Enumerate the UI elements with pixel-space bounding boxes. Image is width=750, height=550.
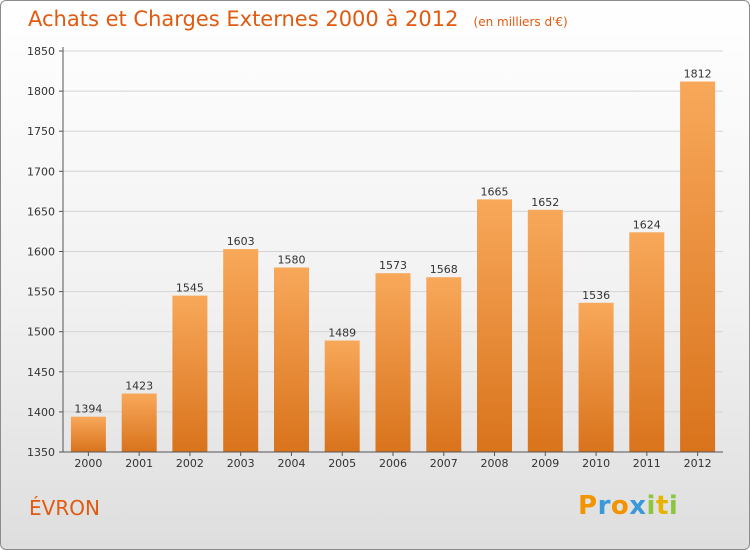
- bar-value-label: 1489: [328, 327, 356, 340]
- logo-letter: i: [646, 491, 656, 521]
- y-tick-label: 1550: [27, 286, 55, 299]
- logo-letter: o: [610, 491, 630, 521]
- x-tick-label: 2010: [582, 457, 610, 470]
- y-tick-label: 1800: [27, 85, 55, 98]
- chart-title: Achats et Charges Externes 2000 à 2012 (…: [28, 7, 568, 31]
- x-tick-label: 2006: [379, 457, 407, 470]
- bar-value-label: 1624: [633, 218, 661, 231]
- bar-value-label: 1665: [481, 185, 509, 198]
- x-tick-label: 2005: [328, 457, 356, 470]
- y-tick-label: 1350: [27, 446, 55, 459]
- bar-value-label: 1812: [684, 68, 712, 81]
- y-tick-label: 1650: [27, 205, 55, 218]
- bar-2007: [426, 277, 462, 452]
- bar-2010: [578, 302, 614, 452]
- bar-2009: [527, 209, 563, 452]
- axes: 1350 1400 1450 1500 1550 1600 1650 1700 1750 1800…: [27, 45, 723, 470]
- x-tick-label: 2001: [125, 457, 153, 470]
- x-tick-label: 2011: [633, 457, 661, 470]
- bar-2006: [375, 273, 411, 452]
- y-tick-label: 1500: [27, 326, 55, 339]
- logo-letter: x: [629, 491, 647, 521]
- x-tick-label: 2008: [481, 457, 509, 470]
- y-tick-label: 1850: [27, 45, 55, 58]
- x-tick-label: 2012: [684, 457, 712, 470]
- bar-value-label: 1423: [125, 380, 153, 393]
- bar-value-label: 1545: [176, 282, 204, 295]
- bar-value-label: 1573: [379, 259, 407, 272]
- bar-value-label: 1394: [74, 403, 102, 416]
- y-tick-label: 1400: [27, 406, 55, 419]
- x-tick-label: 2007: [430, 457, 458, 470]
- bar-2011: [629, 232, 665, 452]
- chart-title-unit: (en milliers d'€): [473, 15, 568, 29]
- chart-title-main: Achats et Charges Externes 2000 à 2012: [28, 7, 459, 31]
- logo-letter: r: [597, 491, 611, 521]
- bar-2001: [121, 393, 157, 452]
- bar-value-label: 1536: [582, 289, 610, 302]
- logo-letter: t: [655, 491, 669, 521]
- bar-2000: [70, 416, 106, 452]
- bar-2008: [477, 199, 512, 452]
- bar-value-label: 1580: [278, 254, 306, 267]
- y-tick-label: 1450: [27, 366, 55, 379]
- y-tick-label: 1600: [27, 246, 55, 259]
- bar-value-label: 1652: [531, 196, 559, 209]
- bar-2012: [680, 81, 716, 452]
- x-tick-label: 2002: [176, 457, 204, 470]
- y-tick-label: 1700: [27, 165, 55, 178]
- bar-2003: [223, 249, 259, 452]
- x-tick-label: 2003: [227, 457, 255, 470]
- bar-value-label: 1568: [430, 263, 458, 276]
- bar-2002: [172, 295, 208, 452]
- bar-2005: [324, 340, 360, 452]
- bar-2004: [274, 267, 309, 452]
- bars: 1394 1423 1545 1603 1580 1489 1573 1568 1665 1652…: [70, 68, 716, 452]
- proxiti-logo: Proxiti: [578, 491, 678, 521]
- logo-letter: i: [668, 491, 679, 521]
- x-tick-label: 2004: [278, 457, 306, 470]
- place-name: ÉVRON: [29, 496, 100, 520]
- y-tick-label: 1750: [27, 125, 55, 138]
- logo-letter: P: [578, 491, 598, 521]
- bar-value-label: 1603: [227, 235, 255, 248]
- x-tick-label: 2000: [74, 457, 102, 470]
- x-tick-label: 2009: [531, 457, 559, 470]
